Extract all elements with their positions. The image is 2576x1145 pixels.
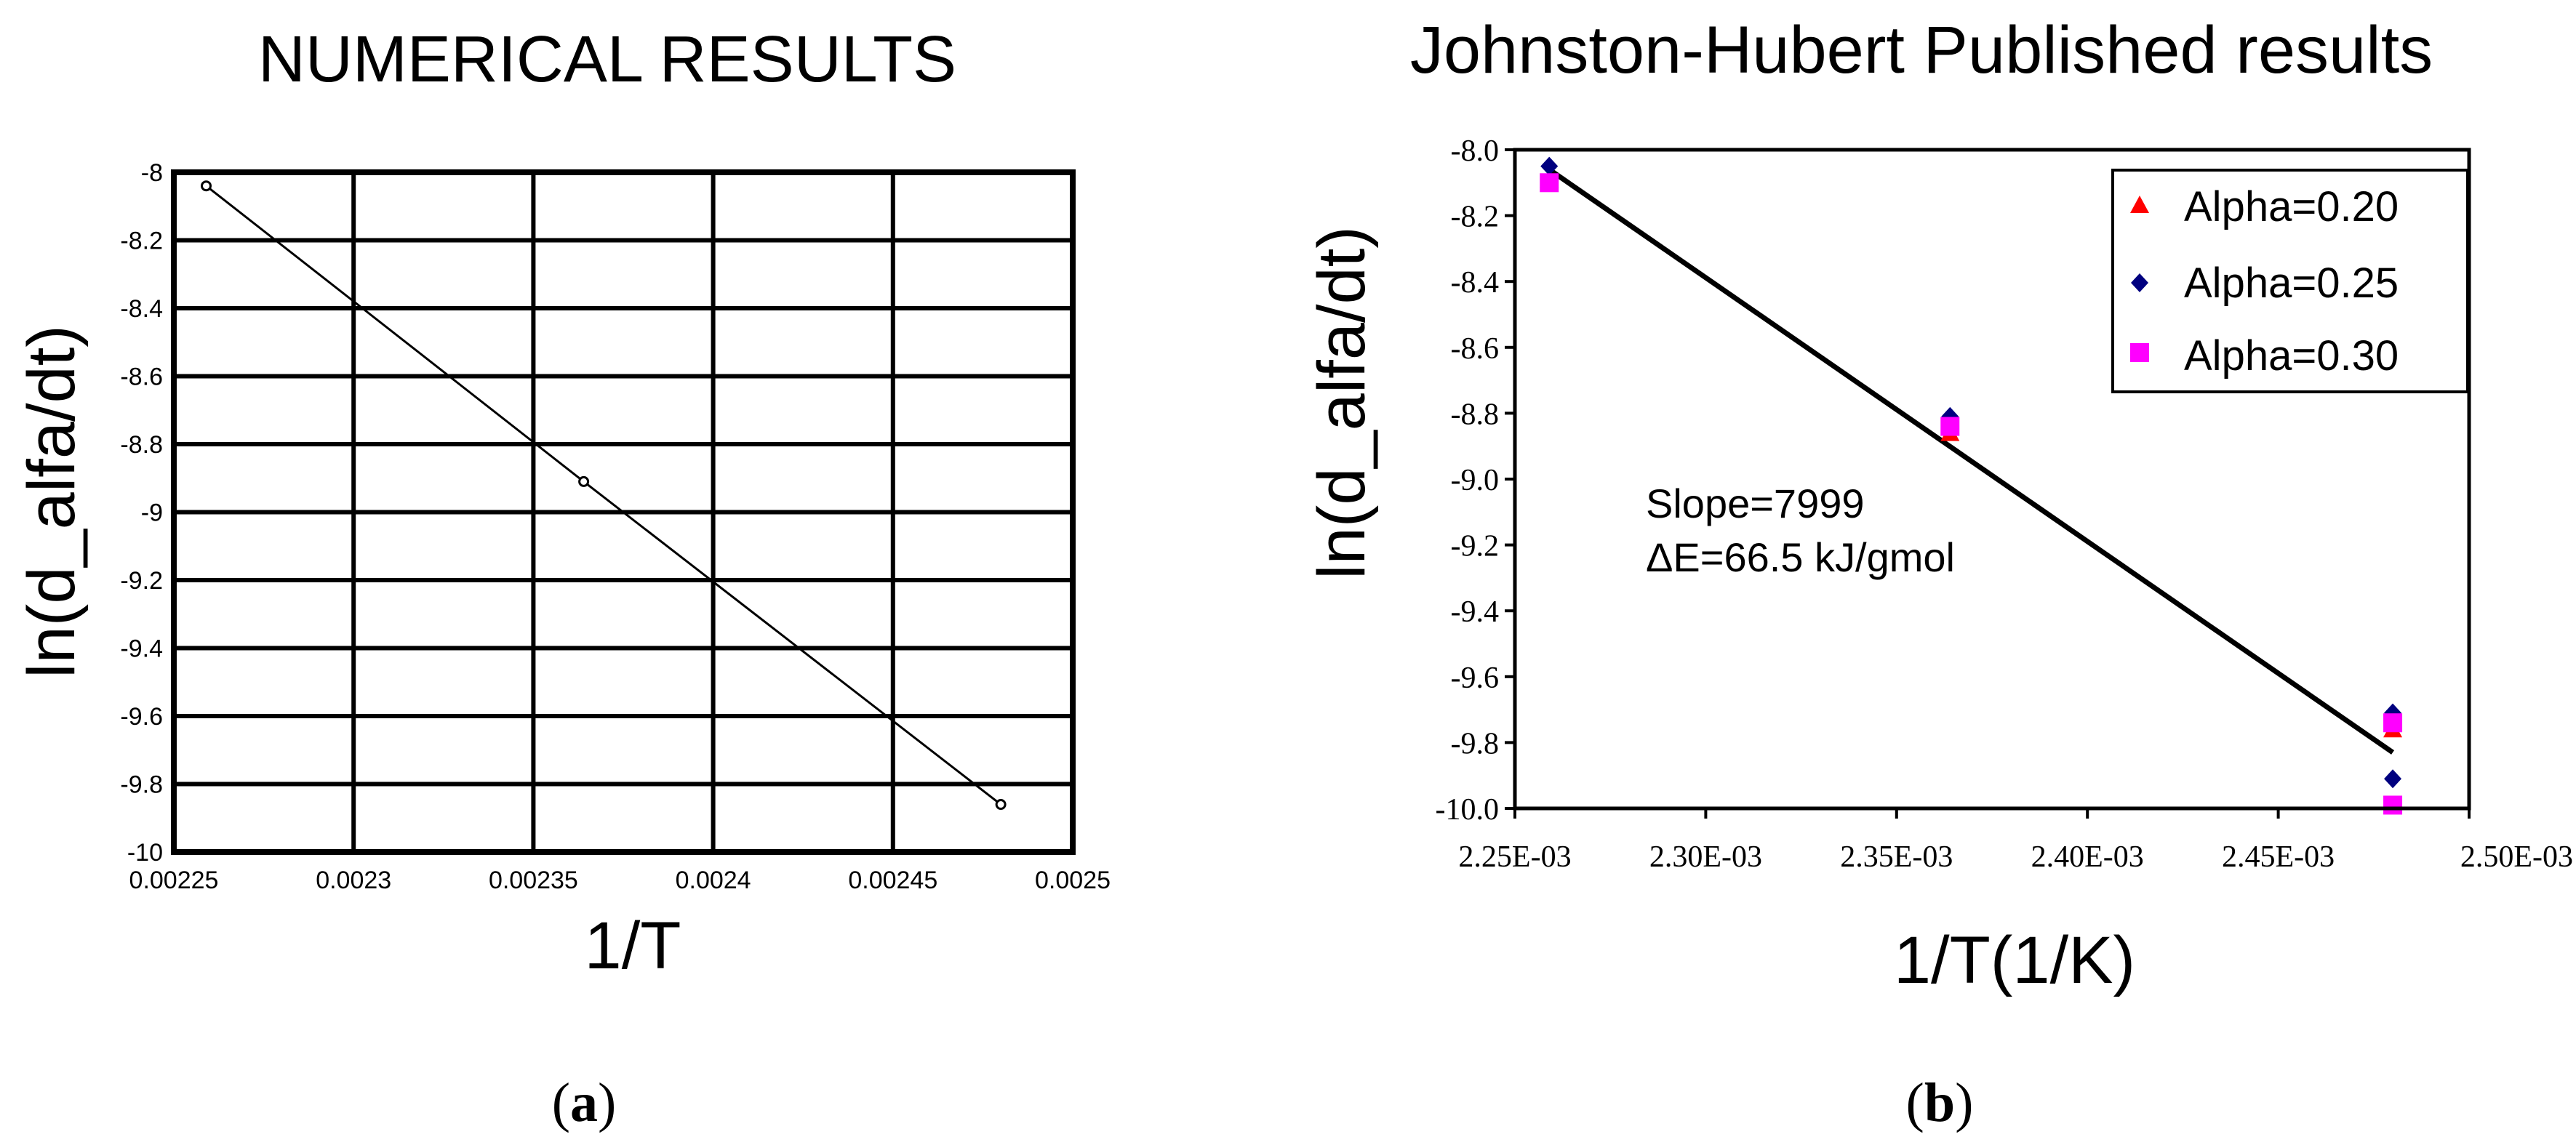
legend-label-alpha-025: Alpha=0.25 [2184, 260, 2399, 307]
chart-b-points [1540, 156, 2403, 815]
chart-a-x-tick-label: 0.00225 [129, 867, 219, 894]
chart-b-y-tick-label: -9.8 [1451, 727, 1500, 760]
chart-a-x-tick-label: 0.00245 [848, 867, 937, 894]
chart-a-x-tick-labels: 0.00225 0.0023 0.00235 0.0024 0.00245 0.0025 [129, 867, 1111, 894]
chart-b-y-tick-label: -9.2 [1451, 530, 1500, 563]
chart-a-title: NUMERICAL RESULTS [258, 23, 956, 96]
chart-a-y-tick-label: -8 [141, 159, 163, 187]
chart-b-x-tick-label: 2.50E-03 [2460, 840, 2573, 874]
chart-b-x-tick-label: 2.30E-03 [1649, 840, 1762, 874]
chart-a-series-line [205, 185, 1002, 805]
chart-b-point-diamond [1540, 156, 1559, 176]
legend-marker-square [2130, 343, 2149, 362]
chart-b-x-tick-label: 2.25E-03 [1458, 840, 1571, 874]
chart-a-y-tick-label: -9.6 [120, 703, 163, 731]
chart-a-plot-frame [171, 169, 1076, 855]
chart-b-x-tick-labels: 2.25E-03 2.30E-03 2.35E-03 2.40E-03 2.45E-03… [1458, 840, 2573, 874]
legend-label-alpha-020: Alpha=0.20 [2184, 183, 2399, 230]
chart-b-point-square [2383, 713, 2403, 733]
chart-a-y-tick-label: -8.4 [120, 295, 163, 323]
chart-b-x-tick-label: 2.45E-03 [2222, 840, 2335, 874]
chart-a-y-tick-labels: -8 -8.2 -8.4 -8.6 -8.8 -9 -9.2 -9.4 -9.6 -9.8 -10 [120, 159, 163, 867]
chart-b-title: Johnston-Hubert Published results [1410, 13, 2433, 87]
chart-b-y-axis-label: ln(d_alfa/dt) [1305, 226, 1379, 579]
legend-item-alpha-025: Alpha=0.25 [2131, 260, 2399, 307]
chart-a-series [200, 180, 1007, 811]
legend-label-alpha-030: Alpha=0.30 [2184, 332, 2399, 379]
chart-a-y-tick-label: -9.2 [120, 567, 163, 595]
chart-a-y-tick-label: -8.8 [120, 431, 163, 459]
chart-b-y-tick-label: -10.0 [1436, 793, 1500, 827]
chart-b-legend-box [2111, 169, 2469, 393]
legend-marker-triangle [2130, 196, 2149, 213]
chart-a-x-tick-label: 0.00235 [489, 867, 578, 894]
caption-b: (b) [1906, 1072, 1974, 1133]
chart-b-point-diamond [2384, 769, 2402, 789]
chart-b-x-tick-label: 2.35E-03 [1840, 840, 1953, 874]
chart-b-x-axis-label: 1/T(1/K) [1894, 923, 2135, 997]
chart-b-legend: Alpha=0.20 Alpha=0.25 Alpha=0.30 [2111, 169, 2469, 393]
chart-b-y-tick-label: -9.6 [1451, 662, 1500, 695]
chart-a-y-tick-label: -9.8 [120, 771, 163, 799]
chart-b-annotation-energy: ΔE=66.5 kJ/gmol [1646, 534, 1955, 580]
chart-b-regression-line [1548, 167, 2395, 755]
chart-b-point-square [2383, 795, 2403, 815]
chart-b-y-tick-label: -8.2 [1451, 201, 1500, 234]
chart-a-data-point [578, 475, 590, 487]
chart-b-y-tick-label: -8.4 [1451, 266, 1500, 300]
chart-b-annotation-slope: Slope=7999 [1646, 481, 1865, 526]
chart-b-plot-frame [1513, 148, 2471, 811]
chart-a-y-axis-label: ln(d_alfa/dt) [15, 325, 89, 678]
chart-a-x-tick-label: 0.0024 [676, 867, 751, 894]
chart-a-x-tick-label: 0.0025 [1035, 867, 1111, 894]
caption-a-letter: a [570, 1072, 598, 1133]
legend-marker-diamond [2131, 273, 2148, 292]
chart-b-y-tick-label: -8.0 [1451, 134, 1500, 168]
chart-a-y-tick-label: -8.2 [120, 228, 163, 255]
chart-b-x-tick-label: 2.40E-03 [2031, 840, 2144, 874]
chart-a-x-axis-label: 1/T [585, 909, 681, 983]
chart-b-y-tick-label: -8.8 [1451, 398, 1500, 431]
chart-a-y-tick-label: -9.4 [120, 635, 163, 663]
chart-b-y-tick-labels: -8.0 -8.2 -8.4 -8.6 -8.8 -9.0 -9.2 -9.4 -9.6 -9.8… [1436, 134, 1500, 827]
chart-numerical-results: NUMERICAL RESULTS -8 -8.2 -8.4 -8.6 -8.8 -9 -9… [15, 23, 1111, 983]
chart-a-y-tick-label: -10 [127, 839, 163, 867]
chart-b-point-square [1540, 173, 1559, 193]
chart-b-y-tick-label: -9.0 [1451, 464, 1500, 497]
chart-a-data-point [200, 180, 212, 192]
chart-b-y-tick-label: -9.4 [1451, 595, 1500, 629]
caption-a: (a) [552, 1072, 617, 1133]
chart-b-fit-line [1548, 167, 2395, 755]
caption-b-letter: b [1924, 1072, 1955, 1133]
legend-item-alpha-030: Alpha=0.30 [2130, 332, 2399, 379]
chart-a-x-tick-label: 0.0023 [316, 867, 391, 894]
legend-item-alpha-020: Alpha=0.20 [2130, 183, 2399, 230]
chart-a-data-point [995, 799, 1007, 811]
chart-johnston-hubert: Johnston-Hubert Published results -8.0-8… [1305, 13, 2573, 997]
chart-b-y-tick-label: -8.6 [1451, 332, 1500, 366]
chart-b-point-square [1940, 417, 1960, 436]
chart-a-y-tick-label: -9 [141, 499, 163, 527]
chart-a-y-tick-label: -8.6 [120, 363, 163, 391]
